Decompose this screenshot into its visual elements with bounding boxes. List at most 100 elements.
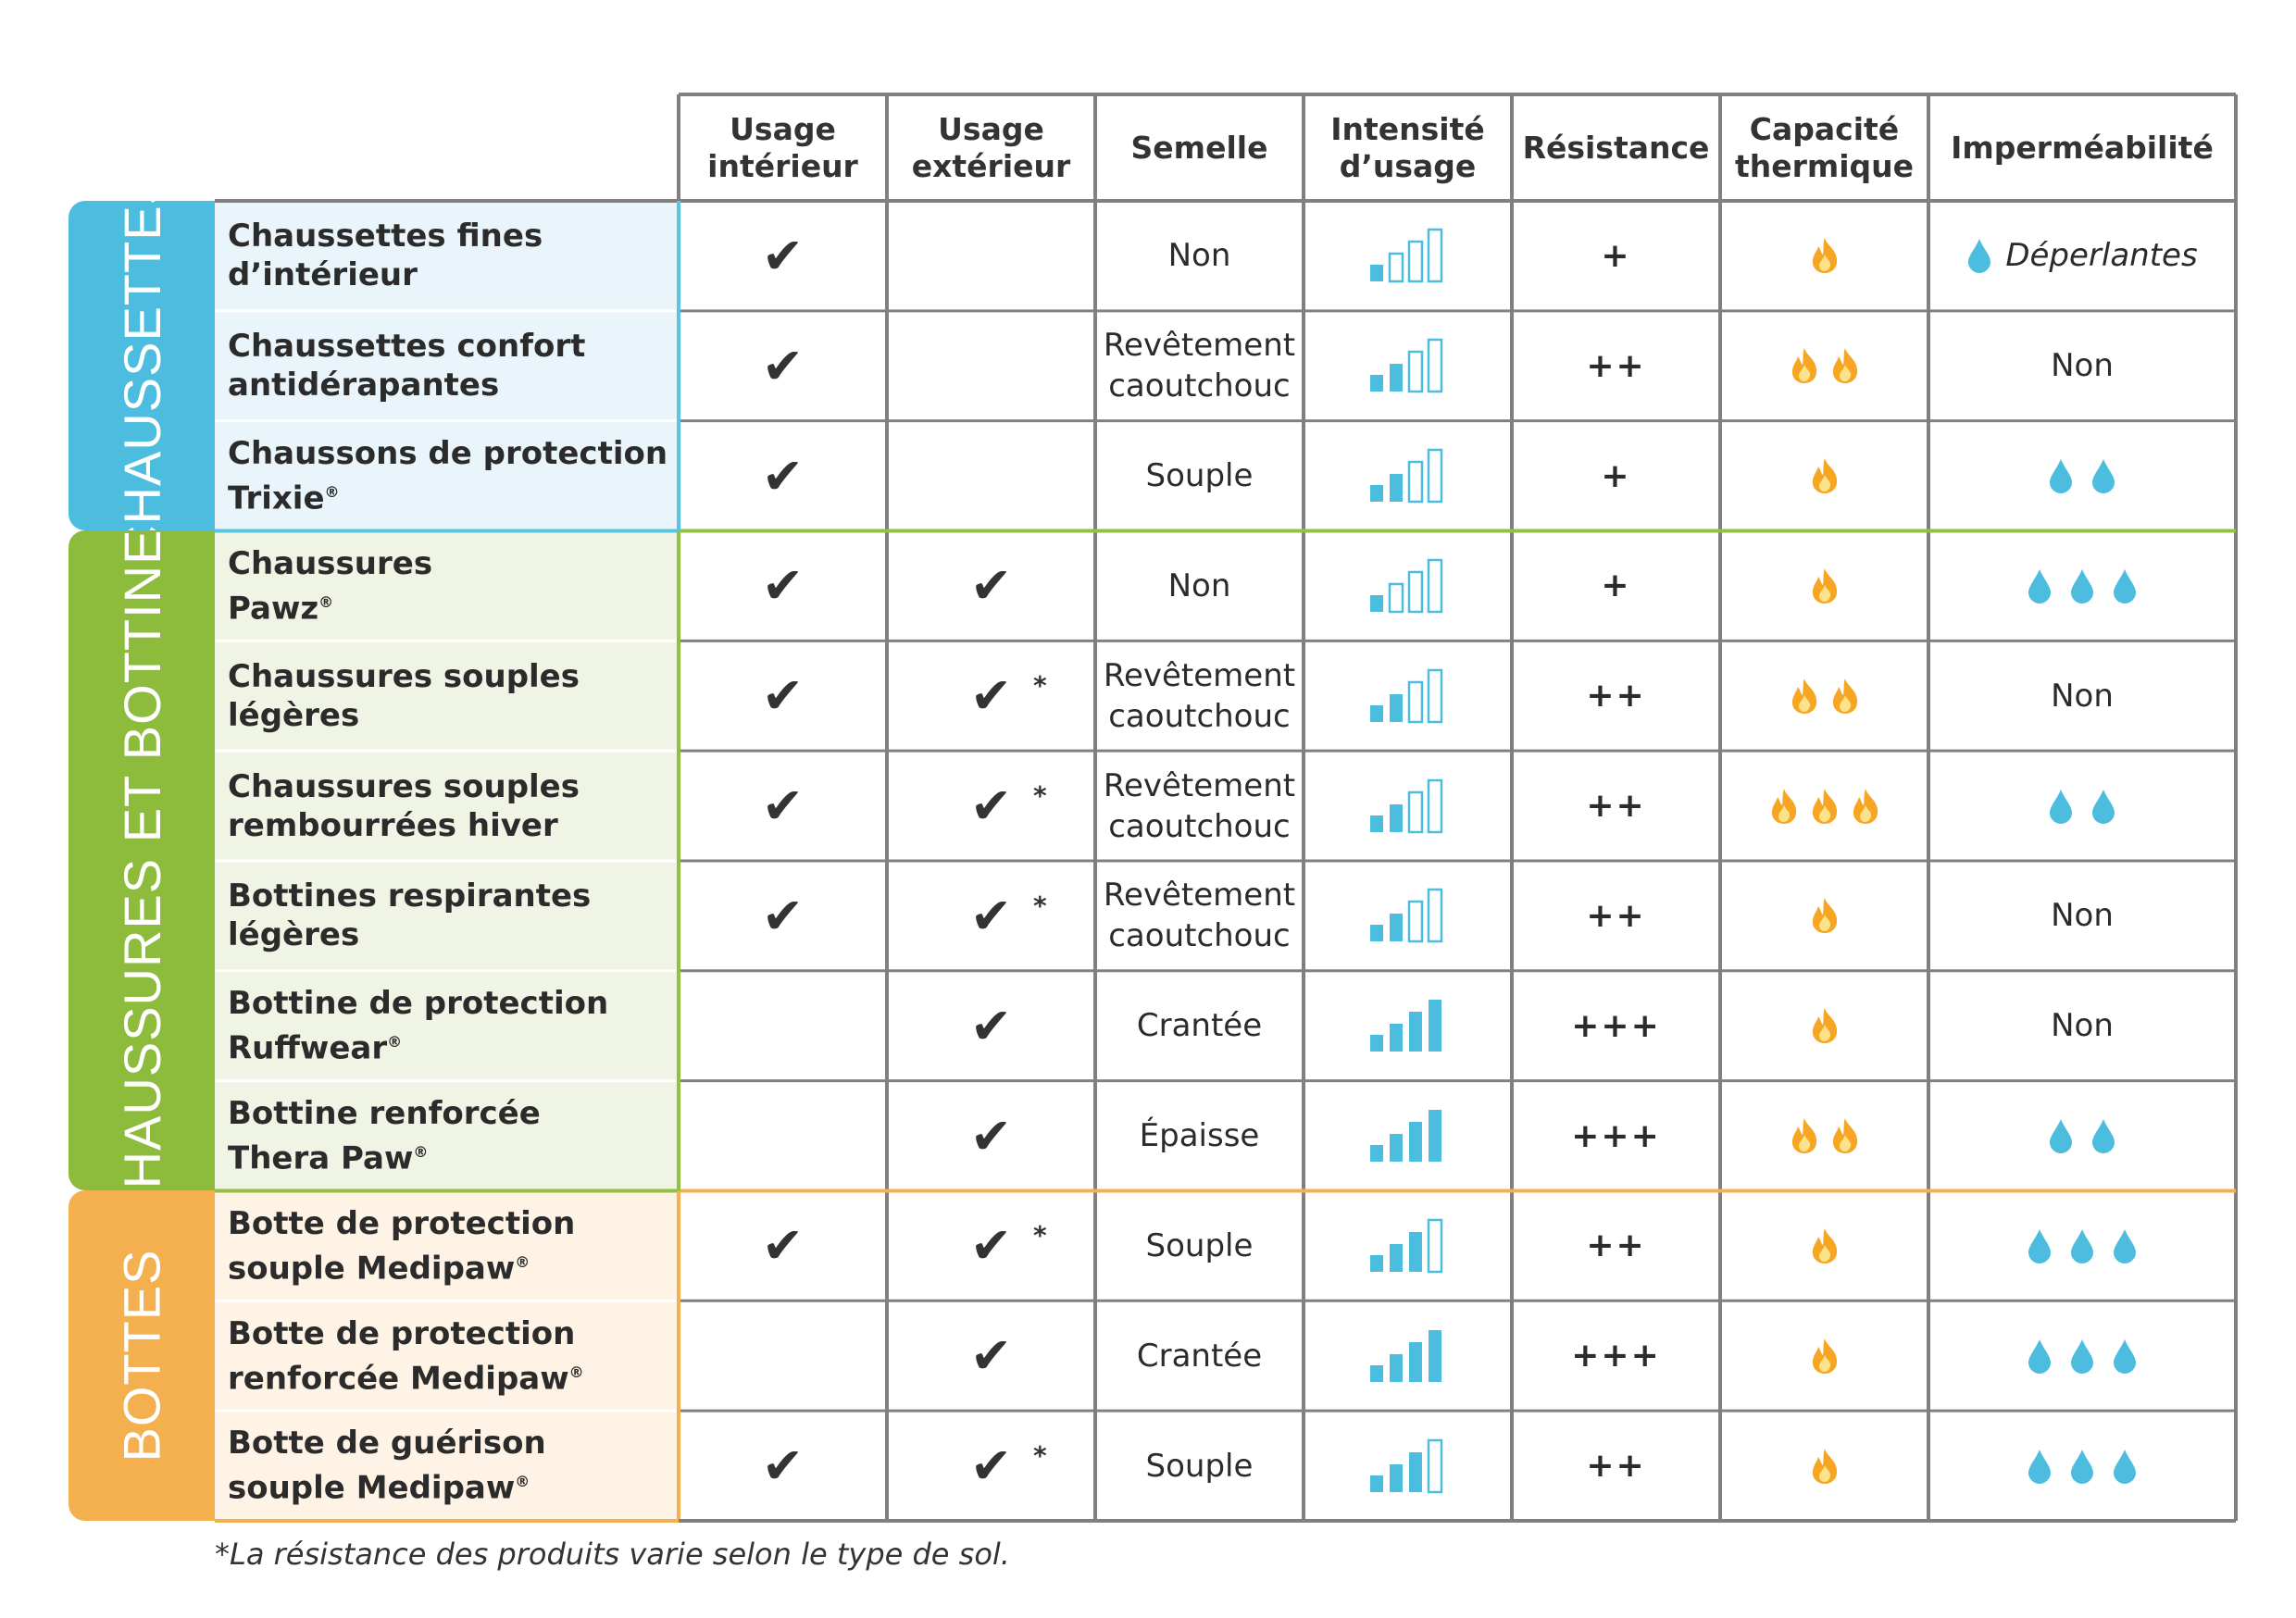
intensity-bar xyxy=(1369,485,1383,503)
group-band: CHAUSSURES ET BOTTINES xyxy=(69,530,215,1191)
thermal-cell xyxy=(1720,201,1928,311)
intensity-bar xyxy=(1408,1341,1422,1382)
registered-mark: ® xyxy=(515,1473,530,1491)
product-name-text: Thera Paw xyxy=(228,1139,414,1177)
intensity-bar xyxy=(1407,241,1423,283)
flame-icon xyxy=(1832,678,1857,714)
water-drop-icon xyxy=(2028,568,2051,604)
intensity-bar xyxy=(1408,1012,1422,1052)
checkmark-icon: ✔ xyxy=(761,1437,805,1496)
flame-icon xyxy=(1791,1118,1816,1154)
intensity-bar xyxy=(1389,1353,1403,1382)
row-background xyxy=(215,970,677,1081)
header-line: extérieur xyxy=(911,147,1071,184)
intensity-bar xyxy=(1388,253,1404,283)
waterproof-label: Déperlantes xyxy=(2005,237,2198,275)
intensity-cell xyxy=(1304,1081,1512,1191)
intensity-cell xyxy=(1304,1190,1512,1301)
thermal-cell xyxy=(1720,751,1928,861)
waterproof-cell xyxy=(1928,1411,2236,1521)
flame-group xyxy=(1789,678,1861,715)
intensity-bar xyxy=(1389,364,1403,392)
flame-icon xyxy=(1812,788,1837,824)
header-text: Capacité thermique xyxy=(1735,111,1914,185)
water-drop-icon xyxy=(2050,459,2072,494)
intensity-bar xyxy=(1369,1254,1383,1272)
product-name: Chaussettes fines d’intérieur xyxy=(215,201,677,311)
intensity-bars-icon xyxy=(1369,558,1442,614)
intensity-cell xyxy=(1304,421,1512,531)
header-line: d’usage xyxy=(1339,147,1477,184)
intensity-bars-icon xyxy=(1369,1218,1442,1274)
water-drop-icon xyxy=(2028,1338,2051,1374)
sole-cell: Crantée xyxy=(1095,1301,1304,1411)
water-drop-icon xyxy=(2071,568,2093,604)
header-line: thermique xyxy=(1734,147,1915,184)
sole-cell: Revêtement caoutchouc xyxy=(1095,641,1304,751)
sole-value: Souple xyxy=(1146,1446,1254,1487)
checkmark-icon: ✔ xyxy=(761,556,805,616)
row-background xyxy=(215,201,677,311)
water-drop-icon xyxy=(2092,459,2115,494)
header-line: Usage xyxy=(938,110,1044,147)
product-name-line: d’intérieur xyxy=(228,255,677,294)
sole-value: Revêtement caoutchouc xyxy=(1104,655,1295,737)
product-name: Bottine de protection Ruffwear® xyxy=(215,971,677,1081)
resistance-value: ++ xyxy=(1586,787,1646,826)
intensity-bars-icon xyxy=(1369,778,1442,833)
sole-cell: Souple xyxy=(1095,1190,1304,1301)
intensity-bar xyxy=(1428,1110,1441,1163)
indoor-usage-cell: ✔ xyxy=(679,861,887,971)
intensity-bar xyxy=(1427,229,1442,283)
indoor-usage-cell: ✔ xyxy=(679,311,887,421)
indoor-usage-cell: ✔ xyxy=(679,530,887,641)
product-name-text: rembourrées hiver xyxy=(228,806,558,844)
sole-line: caoutchouc xyxy=(1108,367,1291,405)
checkmark-icon: ✔ xyxy=(761,226,805,285)
product-name-line: Bottines respirantes xyxy=(228,877,677,915)
waterproof-cell: Non xyxy=(1928,971,2236,1081)
drop-group: Déperlantes xyxy=(1966,237,2198,275)
sole-line: Épaisse xyxy=(1139,1117,1260,1155)
sole-line: Revêtement xyxy=(1103,656,1296,694)
sole-line: caoutchouc xyxy=(1108,807,1291,845)
product-name-text: souple Medipaw xyxy=(228,1469,516,1507)
product-name-text: Chaussons de protection xyxy=(228,434,668,472)
checkmark-icon: ✔ xyxy=(969,1326,1013,1386)
water-drop-icon xyxy=(2071,1338,2093,1374)
checkmark-icon: ✔ xyxy=(969,886,1013,945)
intensity-bars-icon xyxy=(1369,889,1442,943)
intensity-bar xyxy=(1369,815,1383,832)
intensity-bar xyxy=(1427,338,1442,393)
resistance-cell: ++ xyxy=(1512,1411,1720,1521)
sole-value: Non xyxy=(1168,235,1231,276)
intensity-bar xyxy=(1369,265,1383,282)
product-name-text: renforcée Medipaw xyxy=(228,1359,569,1397)
intensity-bar xyxy=(1427,778,1442,833)
indoor-usage-cell: ✔ xyxy=(679,201,887,311)
intensity-bar xyxy=(1369,1475,1383,1492)
checkmark-icon: ✔ xyxy=(761,446,805,505)
intensity-bar xyxy=(1408,1231,1422,1272)
column-header: Intensité d’usage xyxy=(1304,94,1512,201)
intensity-cell xyxy=(1304,530,1512,641)
waterproof-cell xyxy=(1928,530,2236,641)
waterproof-cell xyxy=(1928,421,2236,531)
drop-group xyxy=(2048,457,2116,494)
product-name-text: Chaussettes confort xyxy=(228,328,586,366)
flame-group xyxy=(1789,347,1861,384)
water-drop-icon xyxy=(2114,568,2136,604)
water-drop-icon xyxy=(2114,1449,2136,1484)
flame-group xyxy=(1809,567,1841,604)
drop-group xyxy=(2048,788,2116,825)
indoor-usage-cell: ✔ xyxy=(679,421,887,531)
resistance-cell: ++ xyxy=(1512,751,1720,861)
resistance-value: ++ xyxy=(1586,677,1646,716)
product-name-line: Botte de protection xyxy=(228,1314,677,1353)
row-background xyxy=(215,1190,677,1301)
intensity-bar xyxy=(1369,925,1383,942)
thermal-cell xyxy=(1720,311,1928,421)
product-name-line: Chaussons de protection xyxy=(228,434,677,473)
product-name-line: rembourrées hiver xyxy=(228,806,677,845)
resistance-cell: +++ xyxy=(1512,1081,1720,1191)
